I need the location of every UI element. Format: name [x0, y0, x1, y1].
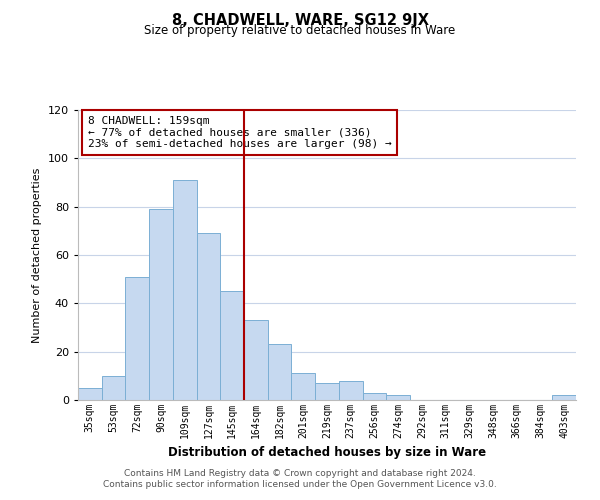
Bar [552, 395, 576, 400]
Bar [78, 388, 102, 400]
Bar [149, 209, 173, 400]
Text: Contains public sector information licensed under the Open Government Licence v3: Contains public sector information licen… [103, 480, 497, 489]
Bar [125, 277, 149, 400]
Bar [102, 376, 125, 400]
Text: Size of property relative to detached houses in Ware: Size of property relative to detached ho… [145, 24, 455, 37]
Bar [268, 344, 292, 400]
Bar [244, 320, 268, 400]
Bar [220, 291, 244, 400]
X-axis label: Distribution of detached houses by size in Ware: Distribution of detached houses by size … [168, 446, 486, 460]
Text: 8 CHADWELL: 159sqm
← 77% of detached houses are smaller (336)
23% of semi-detach: 8 CHADWELL: 159sqm ← 77% of detached hou… [88, 116, 392, 149]
Bar [339, 380, 362, 400]
Text: 8, CHADWELL, WARE, SG12 9JX: 8, CHADWELL, WARE, SG12 9JX [172, 12, 428, 28]
Y-axis label: Number of detached properties: Number of detached properties [32, 168, 42, 342]
Bar [362, 393, 386, 400]
Bar [315, 383, 339, 400]
Bar [292, 374, 315, 400]
Text: Contains HM Land Registry data © Crown copyright and database right 2024.: Contains HM Land Registry data © Crown c… [124, 468, 476, 477]
Bar [173, 180, 197, 400]
Bar [197, 233, 220, 400]
Bar [386, 395, 410, 400]
